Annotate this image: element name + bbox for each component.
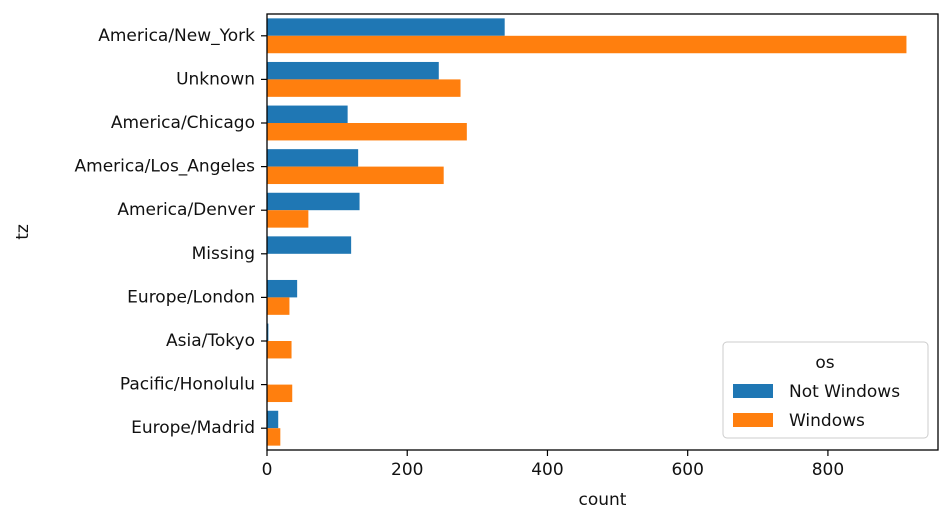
y-tick-label: America/New_York <box>98 26 255 46</box>
y-axis-title: tz <box>13 224 33 240</box>
legend-swatch-windows <box>733 413 773 427</box>
bar-not-windows-asia-tokyo <box>267 323 269 341</box>
y-tick-label: Pacific/Honolulu <box>120 375 255 395</box>
x-tick-label: 600 <box>671 460 703 480</box>
bar-not-windows-europe-madrid <box>267 410 279 429</box>
bar-not-windows-missing <box>267 236 352 254</box>
legend-label-windows: Windows <box>789 411 865 431</box>
bar-windows-pacific-honolulu <box>267 384 293 403</box>
legend: os Not Windows Windows <box>722 341 929 439</box>
bar-not-windows-europe-london <box>267 279 298 298</box>
legend-title: os <box>815 353 834 373</box>
bar-windows-asia-tokyo <box>267 341 292 359</box>
y-tick-label: America/Los_Angeles <box>75 157 256 177</box>
bar-windows-america-los-angeles <box>267 166 444 185</box>
bar-not-windows-unknown <box>267 61 439 80</box>
x-tick-label: 200 <box>391 460 423 480</box>
y-tick-label: Asia/Tokyo <box>166 331 255 351</box>
bar-not-windows-america-los-angeles <box>267 149 359 167</box>
bar-not-windows-america-new-york <box>267 18 505 36</box>
bar-not-windows-america-denver <box>267 192 360 211</box>
legend-frame <box>722 341 929 439</box>
x-axis: 0 200 400 600 800 <box>262 450 844 480</box>
y-tick-label: Unknown <box>176 69 255 89</box>
legend-label-not-windows: Not Windows <box>789 382 900 402</box>
bar-windows-unknown <box>267 79 461 97</box>
bar-windows-america-denver <box>267 210 309 228</box>
y-tick-label: America/Chicago <box>111 113 255 133</box>
y-tick-label: Europe/London <box>127 287 255 307</box>
bars-group <box>267 18 907 446</box>
bar-not-windows-america-chicago <box>267 105 348 123</box>
y-axis: America/New_York Unknown America/Chicago Am… <box>75 26 267 438</box>
plot-frame <box>266 13 939 451</box>
y-tick-label: America/Denver <box>117 200 255 220</box>
x-tick-label: 0 <box>262 460 273 480</box>
y-tick-label: Europe/Madrid <box>131 418 255 438</box>
y-tick-label: Missing <box>192 244 255 264</box>
bar-windows-america-chicago <box>267 123 467 141</box>
x-tick-label: 800 <box>812 460 844 480</box>
bar-windows-america-new-york <box>267 35 907 54</box>
bar-windows-europe-madrid <box>267 428 281 446</box>
legend-swatch-not-windows <box>733 384 773 398</box>
bar-windows-europe-london <box>267 297 290 315</box>
x-axis-title: count <box>579 490 627 510</box>
x-tick-label: 400 <box>531 460 563 480</box>
